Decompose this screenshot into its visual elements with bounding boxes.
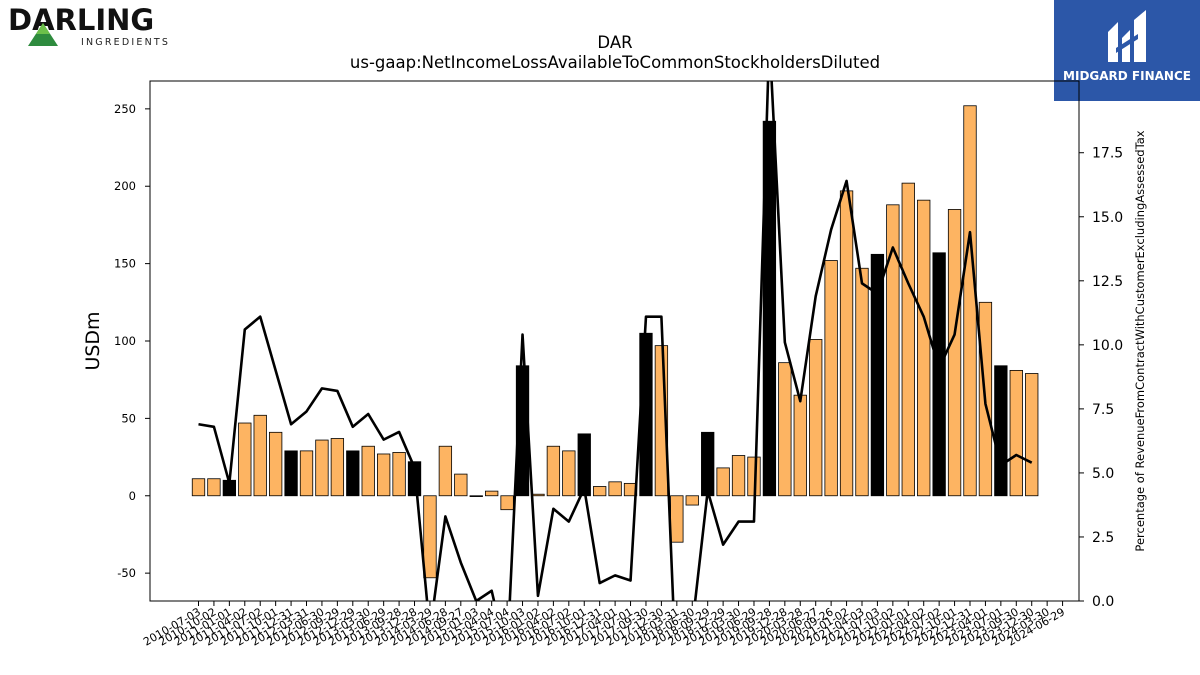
bars-layer: [191, 105, 1039, 579]
logo-mountain-icon: [28, 23, 58, 46]
y-tick-label: 50: [121, 411, 136, 425]
darling-ingredients-logo: DARLING INGREDIENTS: [4, 4, 172, 48]
bar-2020-06-27: [809, 339, 823, 497]
bar-2013-03-30: [361, 445, 375, 497]
y2-tick-label: 7.5: [1092, 402, 1114, 418]
bar-2023-12-30: [1025, 373, 1039, 497]
bar-2021-07-03: [870, 253, 885, 497]
bar-2022-04-02: [917, 199, 931, 497]
bar-2015-04-04: [485, 490, 499, 497]
chart-subtitle: us-gaap:NetIncomeLossAvailableToCommonSt…: [350, 53, 880, 72]
y2-tick-label: 17.5: [1092, 146, 1123, 162]
bar-2018-09-29: [701, 431, 715, 497]
bar-2011-07-02: [253, 414, 267, 497]
midgard-finance-logo: MIDGARD FINANCE: [1054, 0, 1200, 101]
bar-2016-01-02: [531, 493, 545, 497]
bar-2018-06-30: [685, 495, 699, 506]
midgard-emblem-icon: [1108, 10, 1146, 62]
bar-2015-01-03: [469, 495, 483, 497]
bar-2014-06-28: [438, 445, 453, 497]
bar-2019-09-28: [762, 120, 777, 497]
y-axis-label: USDm: [82, 311, 104, 370]
bar-2022-07-02: [932, 252, 946, 497]
bar-2022-01-01: [901, 182, 915, 497]
bar-2023-09-30: [1009, 369, 1023, 497]
bar-2018-12-29: [716, 467, 730, 497]
y2-tick-label: 0.0: [1092, 594, 1114, 610]
y-tick-label: 200: [114, 179, 136, 193]
logo-brand-name: DARLING: [8, 3, 155, 37]
y-tick-label: 150: [114, 257, 136, 271]
bar-2011-12-31: [284, 450, 298, 497]
y2-tick-label: 5.0: [1092, 466, 1114, 482]
bar-2022-10-01: [947, 209, 962, 497]
bar-2012-09-29: [330, 438, 345, 497]
bar-2010-10-02: [207, 478, 221, 497]
y-tick-label: -50: [117, 566, 136, 580]
bar-2011-04-02: [238, 422, 252, 497]
y-axis: -50 0 50 100 150 200 250: [114, 102, 150, 580]
bar-2016-07-02: [562, 450, 576, 497]
y2-axis: 0.0 2.5 5.0 7.5 10.0 12.5 15.0 17.5: [1079, 146, 1123, 610]
bar-2012-06-30: [315, 439, 329, 497]
bar-2020-03-28: [793, 394, 807, 497]
bar-2021-04-03: [855, 267, 869, 497]
bar-2022-12-31: [963, 105, 977, 497]
bar-2012-12-29: [346, 450, 360, 497]
bar-2016-12-31: [593, 486, 607, 497]
y-tick-label: 250: [114, 102, 136, 116]
bar-2019-12-28: [778, 362, 792, 497]
midgard-finance-label: MIDGARD FINANCE: [1063, 69, 1191, 83]
bar-2013-09-28: [392, 452, 406, 497]
bar-2021-01-02: [839, 190, 854, 497]
bar-2013-06-29: [377, 453, 391, 497]
y2-tick-label: 2.5: [1092, 530, 1114, 546]
bar-2015-07-04: [500, 495, 514, 511]
bar-2010-07-03: [191, 478, 206, 497]
y2-axis-label: Percentage of RevenueFromContractWithCus…: [1133, 130, 1147, 551]
chart-title: DAR: [597, 33, 632, 52]
bar-2023-07-01: [994, 365, 1008, 497]
y-tick-label: 0: [129, 489, 136, 503]
bar-2016-10-01: [577, 433, 591, 497]
x-axis: 2010-07-032010-10-022011-01-012011-04-02…: [141, 601, 1067, 649]
bar-2014-03-29: [423, 495, 437, 579]
percentage-line: [198, 81, 1033, 601]
y2-tick-label: 10.0: [1092, 338, 1123, 354]
bar-2017-09-30: [639, 332, 653, 497]
y-tick-label: 100: [114, 334, 136, 348]
y2-tick-label: 12.5: [1092, 274, 1123, 290]
bar-2011-10-01: [268, 431, 283, 497]
bar-2014-09-27: [454, 473, 468, 497]
line-layer: [198, 81, 1033, 601]
bar-2017-04-01: [608, 481, 622, 497]
y2-tick-label: 15.0: [1092, 210, 1123, 226]
bar-2020-09-26: [824, 260, 838, 497]
logo-brand-subtitle: INGREDIENTS: [81, 37, 171, 48]
bar-2019-03-30: [731, 455, 746, 497]
bar-2012-03-31: [299, 450, 314, 497]
bar-2021-10-02: [886, 204, 900, 497]
bar-2018-03-31: [670, 495, 684, 543]
bar-2016-04-02: [546, 445, 561, 497]
